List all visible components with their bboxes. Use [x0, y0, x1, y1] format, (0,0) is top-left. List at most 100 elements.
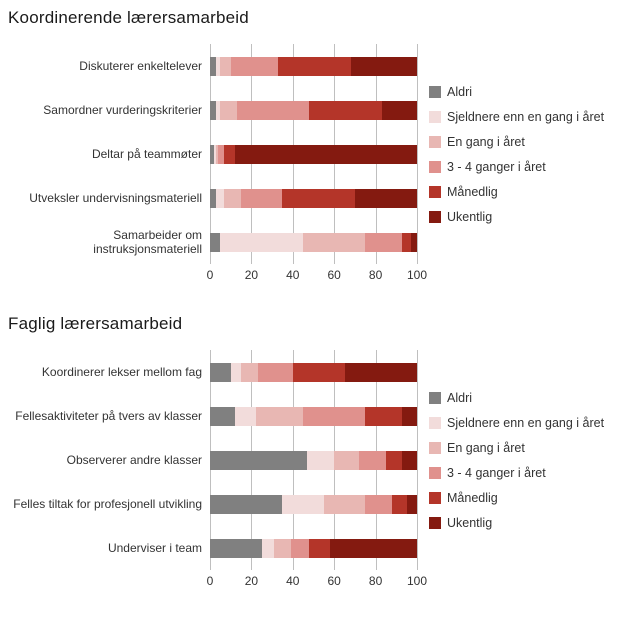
- bar-segment-en-gang-i-ret: [241, 362, 258, 382]
- bar-segment-m-nedlig: [392, 494, 407, 514]
- bar-segment-m-nedlig: [385, 450, 403, 470]
- stacked-bar: [210, 144, 417, 164]
- category-label: Koordinerer lekser mellom fag: [41, 364, 202, 379]
- legend-item-sjeldnere-enn-en-gang-i-ret: Sjeldnere enn en gang i året: [429, 416, 620, 430]
- legend-swatch: [429, 466, 441, 479]
- bar-segment-aldri: [210, 188, 217, 208]
- legend-item-en-gang-i-ret: En gang i året: [429, 441, 620, 455]
- x-tick-label: 0: [206, 574, 214, 588]
- category-label: Observerer andre klasser: [66, 452, 202, 467]
- bar-segment-aldri: [210, 538, 262, 558]
- chart-row: [210, 132, 417, 176]
- chart-row: [210, 44, 417, 88]
- chart-row: [210, 220, 417, 264]
- bar-segment-ukentlig: [402, 450, 417, 470]
- stacked-bar: [210, 362, 417, 382]
- bar-segment-m-nedlig: [402, 232, 411, 252]
- legend-label: Sjeldnere enn en gang i året: [447, 415, 605, 430]
- category-label: Underviser i team: [107, 540, 202, 555]
- bar-segment-ukentlig: [344, 362, 417, 382]
- bar-segment-sjeldnere-enn-en-gang-i-ret: [230, 362, 242, 382]
- x-axis: 0 20 40 60 80 100: [206, 572, 427, 592]
- chart-row: [210, 350, 417, 394]
- bar-segment-en-gang-i-ret: [220, 56, 231, 76]
- bar-segment-ukentlig: [234, 144, 417, 164]
- legend-swatch: [429, 491, 441, 504]
- bar-segment-en-gang-i-ret: [303, 232, 366, 252]
- x-tick-label: 100: [406, 268, 428, 282]
- bar-segment-m-nedlig: [309, 538, 331, 558]
- bar-segment-aldri: [210, 406, 235, 426]
- bar-segment-sjeldnere-enn-en-gang-i-ret: [214, 144, 217, 164]
- bar-segment-3-4-ganger-i-ret: [230, 56, 279, 76]
- gridline: [417, 44, 418, 264]
- legend-label: 3 - 4 ganger i året: [447, 159, 546, 174]
- bar-segment-ukentlig: [354, 188, 417, 208]
- legend-label: Aldri: [447, 390, 473, 405]
- bar-segment-aldri: [210, 362, 231, 382]
- x-axis: 0 20 40 60 80 100: [207, 266, 427, 286]
- bar-segment-sjeldnere-enn-en-gang-i-ret: [216, 56, 221, 76]
- bar-segment-sjeldnere-enn-en-gang-i-ret: [216, 100, 221, 120]
- legend-label: Aldri: [447, 84, 473, 99]
- chart-row: [210, 88, 417, 132]
- bar-segment-en-gang-i-ret: [224, 188, 242, 208]
- bar-segment-ukentlig: [381, 100, 417, 120]
- legend-label: 3 - 4 ganger i året: [447, 465, 546, 480]
- stacked-bar: [210, 450, 417, 470]
- chart-row: [210, 176, 417, 220]
- bar-segment-3-4-ganger-i-ret: [359, 450, 386, 470]
- legend-item-3-4-ganger-i-ret: 3 - 4 ganger i året: [429, 466, 620, 480]
- bar-segment-m-nedlig: [278, 56, 351, 76]
- bar-segment-en-gang-i-ret: [334, 450, 360, 470]
- chart-row: [210, 438, 417, 482]
- bar-segment-en-gang-i-ret: [323, 494, 366, 514]
- legend-label: Månedlig: [447, 490, 498, 505]
- legend-item-m-nedlig: Månedlig: [429, 491, 620, 505]
- legend-item-en-gang-i-ret: En gang i året: [429, 135, 620, 149]
- bar-segment-aldri: [210, 144, 215, 164]
- bar-segment-m-nedlig: [224, 144, 235, 164]
- bar-segment-ukentlig: [350, 56, 417, 76]
- legend-item-ukentlig: Ukentlig: [429, 210, 620, 224]
- category-labels: Koordinerer lekser mellom fag Fellesaktiv…: [6, 350, 210, 570]
- chart-koordinerende: Koordinerende lærersamarbeid Diskuterer …: [6, 8, 620, 286]
- stacked-bar: [210, 188, 417, 208]
- bar-segment-sjeldnere-enn-en-gang-i-ret: [307, 450, 335, 470]
- bar-segment-en-gang-i-ret: [274, 538, 291, 558]
- bar-segment-3-4-ganger-i-ret: [365, 232, 403, 252]
- bar-segment-3-4-ganger-i-ret: [218, 144, 225, 164]
- bar-segment-sjeldnere-enn-en-gang-i-ret: [216, 188, 225, 208]
- legend-label: En gang i året: [447, 440, 525, 455]
- legend: Aldri Sjeldnere enn en gang i året En gang…: [429, 350, 620, 570]
- page: Koordinerende lærersamarbeid Diskuterer …: [6, 8, 620, 592]
- gridline: [417, 350, 418, 570]
- stacked-bar: [210, 56, 417, 76]
- legend-label: Månedlig: [447, 184, 498, 199]
- legend-swatch: [429, 210, 441, 223]
- plot-area: 0 20 40 60 80 100: [206, 350, 427, 592]
- bar-segment-ukentlig: [330, 538, 417, 558]
- chart-row: [210, 526, 417, 570]
- legend-swatch: [429, 85, 441, 98]
- chart-faglig: Faglig lærersamarbeid Koordinerer lekser…: [6, 314, 620, 592]
- bar-segment-aldri: [210, 450, 308, 470]
- category-label: Fellesaktiviteter på tvers av klasser: [15, 408, 202, 423]
- bar-segment-en-gang-i-ret: [220, 100, 237, 120]
- chart-body: Koordinerer lekser mellom fag Fellesaktiv…: [6, 350, 620, 592]
- stacked-bar: [210, 232, 417, 252]
- x-tick-label: 80: [368, 268, 383, 282]
- legend-swatch: [429, 160, 441, 173]
- stacked-bar: [210, 406, 417, 426]
- stacked-bar: [210, 494, 417, 514]
- category-label: Deltar på teammøter: [91, 146, 202, 161]
- legend: Aldri Sjeldnere enn en gang i året En gang…: [429, 44, 620, 264]
- bar-segment-m-nedlig: [282, 188, 355, 208]
- legend-item-aldri: Aldri: [429, 391, 620, 405]
- legend-item-ukentlig: Ukentlig: [429, 516, 620, 530]
- bar-segment-3-4-ganger-i-ret: [290, 538, 310, 558]
- bar-segment-aldri: [210, 56, 217, 76]
- bars: [210, 350, 417, 570]
- x-tick-label: 60: [327, 574, 341, 588]
- category-labels: Diskuterer enkeltelever Samordner vurderi…: [6, 44, 210, 264]
